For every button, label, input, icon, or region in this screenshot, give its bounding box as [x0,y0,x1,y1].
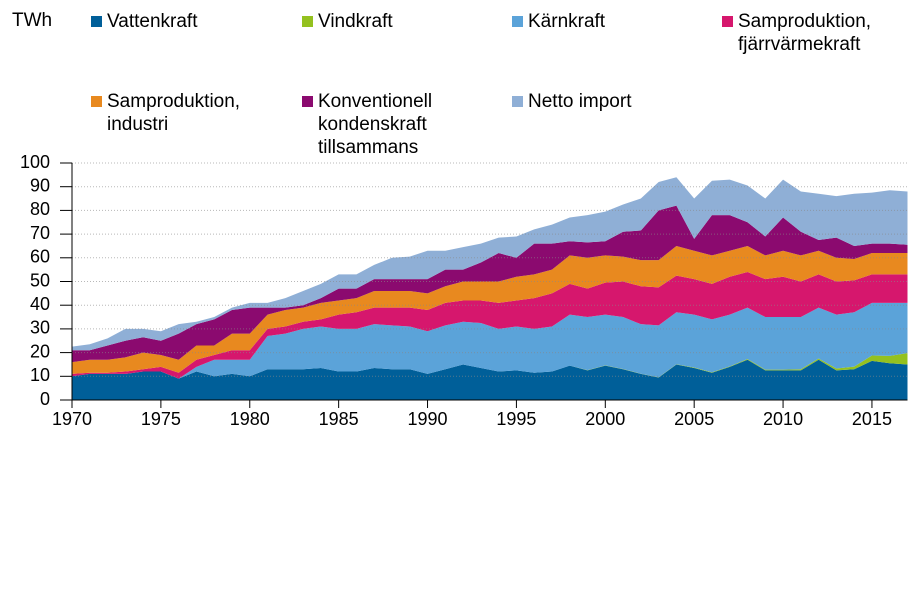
x-tick-label: 2010 [763,409,803,429]
legend-swatch [91,16,102,27]
y-tick-label: 70 [30,223,50,243]
y-tick-label: 30 [30,318,50,338]
y-axis-label: TWh [12,10,53,31]
legend-item: Samproduktion, industri [91,90,282,136]
legend-item: Samproduktion, fjärrvärmekraft [722,10,913,56]
legend-label: Vattenkraft [107,11,198,32]
y-tick-label: 10 [30,365,50,385]
legend-label: Konventionell kondenskraft tillsammans [318,91,433,158]
x-tick-label: 1985 [319,409,359,429]
legend-swatch [722,16,733,27]
legend-label: Kärnkraft [528,11,606,32]
y-tick-label: 20 [30,341,50,361]
area [72,359,908,400]
area [72,177,908,351]
legend-swatch [512,16,523,27]
x-tick-label: 1980 [230,409,270,429]
legend-label: Samproduktion, industri [107,91,241,135]
y-tick-label: 40 [30,294,50,314]
legend-label: Vindkraft [318,11,393,32]
legend-label: Samproduktion, fjärrvärmekraft [738,11,872,55]
x-tick-label: 1970 [52,409,92,429]
area [72,245,908,374]
y-tick-label: 100 [20,152,50,172]
y-tick-label: 80 [30,199,50,219]
legend-item: Netto import [512,90,703,113]
y-tick-label: 50 [30,270,50,290]
area [72,302,908,379]
area [72,205,908,363]
y-tick-label: 0 [40,389,50,409]
legend-item: Vattenkraft [91,10,282,33]
x-tick-label: 1975 [141,409,181,429]
legend-swatch [512,96,523,107]
x-tick-label: 1990 [408,409,448,429]
legend-swatch [302,16,313,27]
x-tick-label: 2015 [852,409,892,429]
y-tick-label: 90 [30,175,50,195]
legend-swatch [91,96,102,107]
x-tick-label: 2005 [674,409,714,429]
legend-item: Konventionell kondenskraft tillsammans [302,90,493,159]
legend-item: Vindkraft [302,10,493,33]
legend-swatch [302,96,313,107]
area [72,272,908,379]
legend-label: Netto import [528,91,632,112]
x-tick-label: 2000 [585,409,625,429]
x-tick-label: 1995 [496,409,536,429]
legend-item: Kärnkraft [512,10,703,33]
y-tick-label: 60 [30,247,50,267]
